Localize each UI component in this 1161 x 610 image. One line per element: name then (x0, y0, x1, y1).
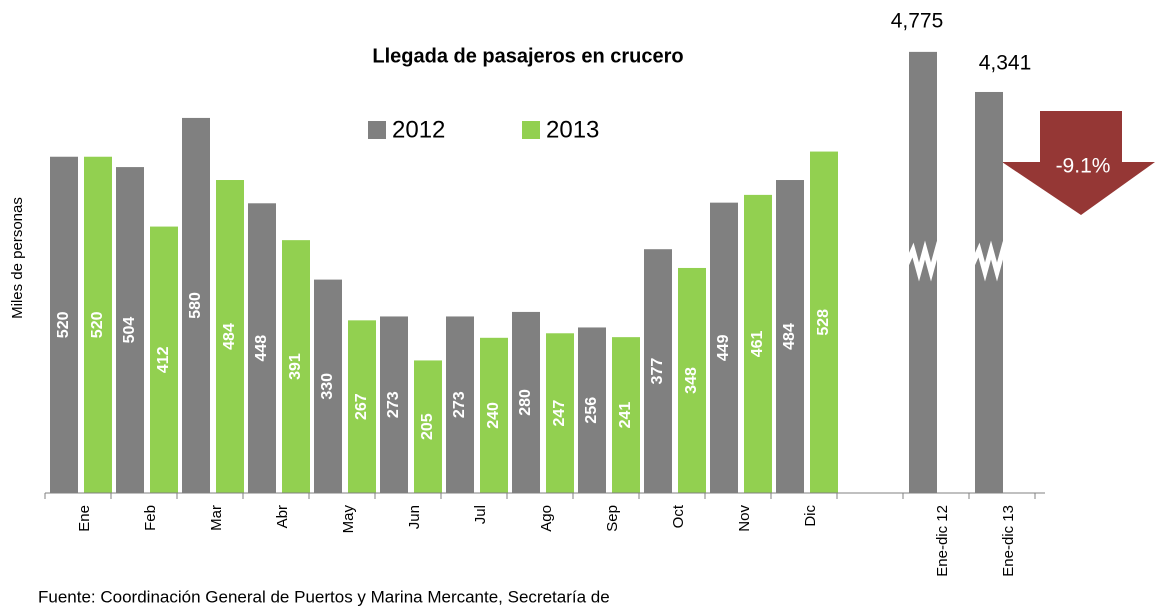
x-tick-label: Ene-dic 13 (1000, 505, 1017, 577)
value-label: 348 (683, 367, 700, 394)
value-label: 484 (221, 323, 238, 350)
bar (216, 180, 244, 493)
bar (282, 240, 310, 493)
value-label: 461 (749, 330, 766, 357)
bar (446, 316, 474, 493)
bar (512, 311, 540, 493)
value-label: 391 (287, 353, 304, 380)
value-label: 580 (187, 292, 204, 319)
value-label: 240 (485, 402, 502, 429)
value-label: 256 (583, 397, 600, 424)
value-label: 273 (385, 391, 402, 418)
x-tick-label: Sep (604, 505, 621, 532)
x-tick-label: Abr (274, 505, 291, 528)
x-tick-label: Feb (142, 505, 159, 531)
axis-break (968, 240, 1011, 282)
decrease-arrow (1002, 111, 1155, 215)
value-label: 412 (155, 346, 172, 373)
value-label: 484 (781, 323, 798, 350)
x-tick-label: Ene-dic 12 (934, 505, 951, 577)
value-label: 449 (715, 334, 732, 361)
bar (578, 327, 606, 493)
x-tick-label: Ago (538, 505, 555, 532)
bar (414, 360, 442, 493)
bar (50, 156, 78, 493)
x-tick-label: May (340, 505, 357, 534)
plot-area: 520 520 Ene 504 412 Feb 580 484 Mar 448 391 Abr 330 2… (44, 9, 1045, 577)
value-label: 205 (419, 413, 436, 440)
bar (182, 117, 210, 493)
x-tick-label: Mar (208, 505, 225, 531)
value-label: 377 (649, 358, 666, 385)
value-label: 247 (551, 400, 568, 427)
value-label: 241 (617, 402, 634, 429)
total-bar (975, 91, 1003, 493)
x-tick-label: Nov (736, 505, 753, 532)
value-label: 280 (517, 389, 534, 416)
bar (810, 151, 838, 493)
y-axis-label: Miles de personas (9, 197, 26, 319)
value-label: 448 (253, 335, 270, 362)
bar (776, 180, 804, 493)
total-value-label: 4,775 (891, 9, 944, 32)
bar (314, 279, 342, 493)
bar (546, 333, 574, 493)
bar (480, 337, 508, 493)
bar (116, 167, 144, 493)
bar (710, 202, 738, 493)
bar (744, 194, 772, 494)
axis-break (902, 240, 945, 282)
bar (678, 267, 706, 493)
bar (348, 320, 376, 493)
legend-swatch (368, 121, 386, 139)
bar (84, 156, 112, 493)
value-label: 520 (89, 311, 106, 338)
x-tick-label: Jul (472, 505, 489, 524)
bar (150, 226, 178, 493)
bar (380, 316, 408, 493)
x-tick-label: Jun (406, 505, 423, 529)
legend-label: 2013 (546, 116, 599, 143)
bar (248, 203, 276, 493)
value-label: 273 (451, 391, 468, 418)
value-label: 330 (319, 373, 336, 400)
annotation: -9.1% (1056, 155, 1111, 178)
x-tick-label: Dic (802, 505, 819, 527)
value-label: 528 (815, 309, 832, 336)
bar (644, 249, 672, 493)
value-label: 267 (353, 393, 370, 420)
value-label: 504 (121, 317, 138, 344)
source-note: Fuente: Coordinación General de Puertos … (38, 587, 610, 606)
x-tick-label: Ene (76, 505, 93, 532)
chart-title: Llegada de pasajeros en crucero (372, 45, 683, 67)
legend-swatch (522, 121, 540, 139)
legend-label: 2012 (392, 116, 445, 143)
x-tick-label: Oct (670, 504, 687, 528)
bar (612, 337, 640, 493)
value-label: 520 (55, 311, 72, 338)
total-value-label: 4,341 (979, 52, 1032, 75)
